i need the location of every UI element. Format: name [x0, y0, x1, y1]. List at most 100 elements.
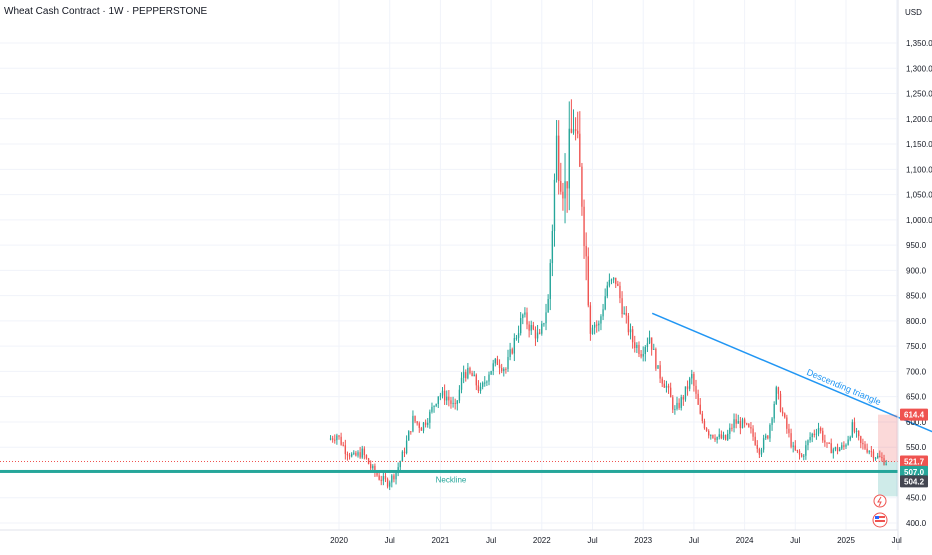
candle — [790, 428, 792, 449]
candle — [560, 162, 562, 195]
candle-body — [781, 411, 784, 414]
candle — [458, 385, 461, 404]
candle-body — [374, 465, 376, 473]
candle-body — [718, 434, 720, 438]
candle — [655, 347, 657, 371]
candle-body — [773, 403, 775, 419]
candle — [380, 475, 382, 486]
chart-title: Wheat Cash Contract · 1W · PEPPERSTONE — [4, 6, 208, 17]
y-tick-label: 1,150.0 — [906, 140, 932, 149]
candle-body — [549, 263, 551, 299]
candle — [813, 429, 815, 438]
candle — [562, 182, 564, 211]
candle — [703, 418, 706, 430]
y-tick-label: 600.0 — [906, 418, 927, 427]
candle — [659, 360, 661, 384]
candle-body — [699, 404, 701, 414]
candle-body — [503, 368, 505, 372]
price-tag: 507.0 — [900, 465, 928, 478]
candle — [395, 472, 397, 485]
price-tag: 614.4 — [900, 408, 928, 421]
candle — [691, 369, 693, 385]
candle — [610, 278, 613, 285]
candle-body — [621, 298, 623, 315]
y-tick-label: 900.0 — [906, 266, 927, 275]
candle — [794, 440, 796, 452]
lightning-icon-bolt — [877, 496, 882, 507]
candle — [870, 445, 873, 458]
price-tag-label: 504.2 — [904, 477, 925, 486]
candle — [519, 312, 522, 336]
lightning-icon-ring — [873, 494, 887, 508]
candle-body — [860, 436, 862, 443]
candle — [456, 400, 458, 411]
candle-body — [731, 427, 733, 429]
us-flag-canton — [875, 516, 879, 519]
candle-body — [803, 455, 805, 457]
candle-body — [836, 447, 839, 452]
candle — [781, 407, 784, 417]
candle-body — [796, 449, 799, 452]
y-tick-label: 650.0 — [906, 393, 927, 402]
candle — [581, 162, 583, 216]
candle — [784, 412, 786, 419]
candle — [401, 450, 404, 462]
y-tick-label: 700.0 — [906, 367, 927, 376]
candle — [748, 423, 750, 428]
candle — [566, 181, 568, 213]
candle-body — [847, 439, 849, 445]
candle-body — [593, 324, 596, 328]
candle — [667, 383, 670, 394]
price-tag-bg — [900, 475, 928, 488]
candle-body — [688, 378, 691, 389]
candle — [526, 307, 528, 330]
candle — [555, 119, 558, 183]
candle — [454, 398, 456, 410]
candle — [684, 386, 687, 402]
candle — [363, 446, 366, 460]
candle-body — [710, 434, 712, 436]
candle-body — [443, 390, 446, 401]
candle — [353, 450, 355, 456]
candle — [762, 434, 765, 453]
candle-body — [583, 206, 585, 247]
candle-body — [712, 434, 714, 438]
candle-body — [367, 458, 370, 465]
candle — [697, 389, 699, 406]
candle — [424, 419, 427, 428]
candle — [437, 396, 439, 409]
candle — [384, 472, 387, 483]
candle — [492, 359, 494, 376]
candle — [473, 370, 475, 377]
candle-body — [741, 419, 744, 429]
candle — [528, 321, 530, 338]
candle — [811, 432, 813, 443]
candle — [777, 386, 780, 400]
candle — [494, 357, 497, 367]
candle-body — [505, 368, 507, 370]
currency-label[interactable]: USD — [905, 8, 922, 17]
candle-body — [841, 445, 843, 449]
candle-body — [596, 324, 598, 326]
candle-body — [477, 385, 480, 391]
candle — [551, 224, 554, 277]
candle — [418, 421, 420, 433]
y-tick-label: 1,250.0 — [906, 90, 932, 99]
candle-body — [530, 325, 532, 331]
candle-body — [615, 277, 617, 284]
candle — [650, 337, 653, 356]
candle — [361, 445, 363, 459]
candle — [862, 438, 864, 450]
candle — [819, 426, 822, 434]
candle — [739, 416, 742, 435]
y-tick-label: 750.0 — [906, 342, 927, 351]
us-flag-icon — [872, 512, 888, 528]
candle — [731, 423, 733, 432]
candle — [558, 120, 560, 195]
candle-body — [655, 348, 657, 369]
candle — [646, 337, 649, 353]
candle-body — [617, 283, 619, 286]
candle — [881, 452, 883, 462]
